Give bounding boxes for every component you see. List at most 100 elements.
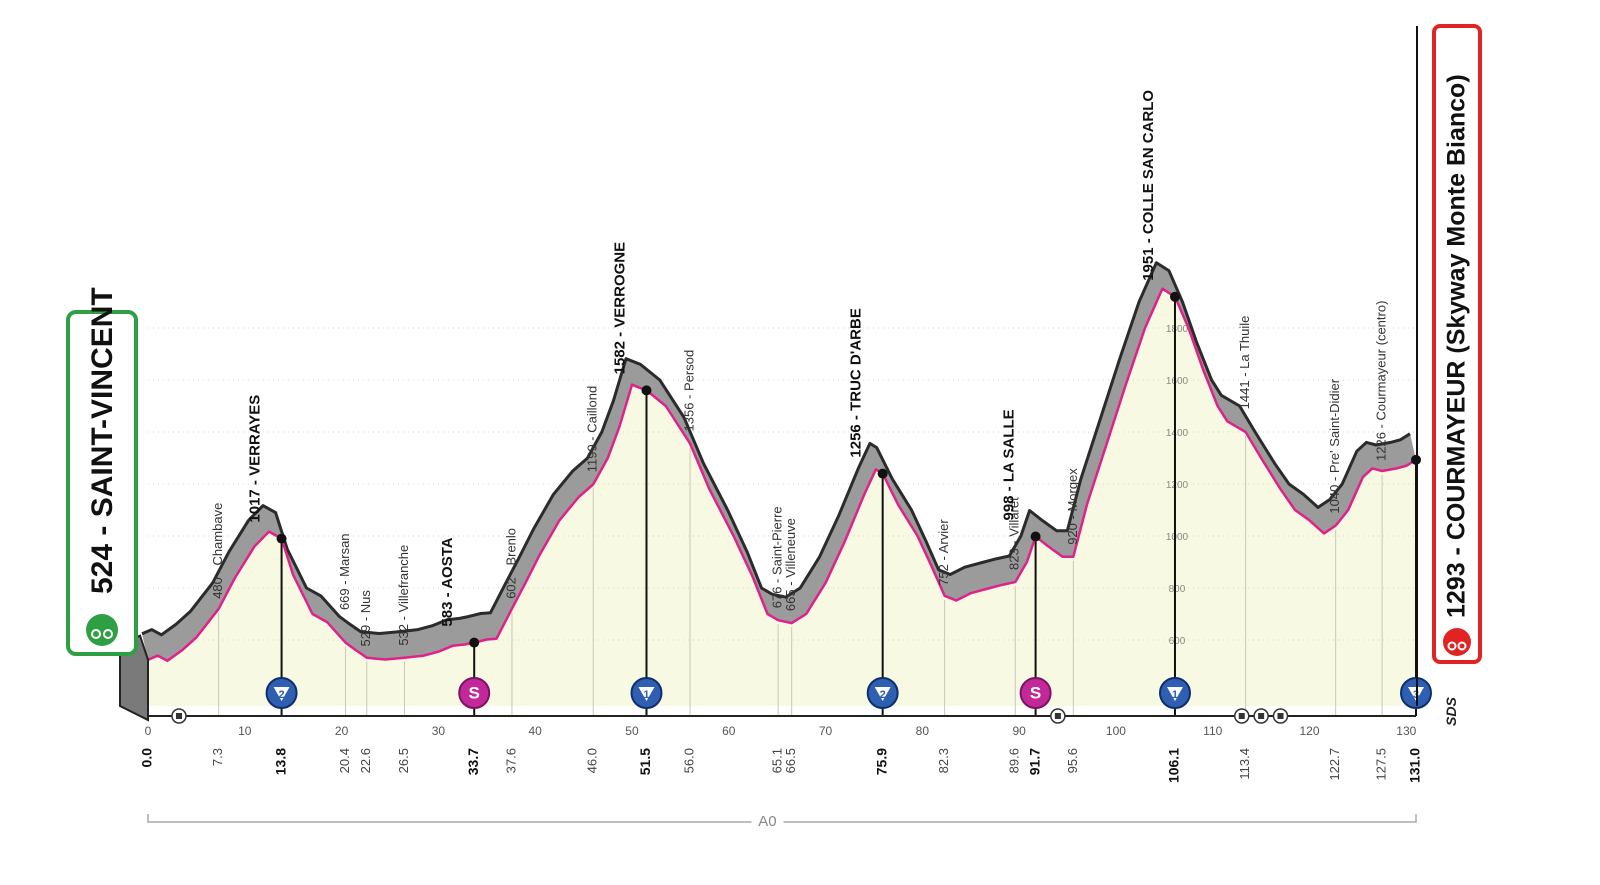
minor-place-label: 1441 - La Thuile bbox=[1237, 316, 1252, 410]
climb-markers: 2S12S13 bbox=[171, 291, 1432, 724]
km-drop-lines bbox=[218, 296, 1417, 716]
summit-dot bbox=[276, 533, 287, 544]
minor-place-label: 1040 - Pre' Saint-Didier bbox=[1327, 378, 1342, 513]
altitude-tick-label: 1800 bbox=[1166, 324, 1189, 335]
summit-dot bbox=[1169, 291, 1180, 302]
distance-tick-label: 90 bbox=[1012, 724, 1026, 738]
minor-place-label: 752 - Arvier bbox=[936, 519, 951, 586]
km-marker-label: 82.3 bbox=[936, 748, 951, 773]
minor-place-label: 823 - Villaret bbox=[1007, 497, 1022, 570]
summit-dot bbox=[1030, 531, 1041, 542]
minor-place-label: 1356 - Persod bbox=[681, 350, 696, 432]
profile-area bbox=[148, 288, 1416, 706]
distance-tick-label: 120 bbox=[1300, 724, 1320, 738]
highway-label: A0 bbox=[758, 813, 776, 830]
major-place-label: 998 - LA SALLE bbox=[1001, 409, 1018, 520]
km-marker-label: 7.3 bbox=[210, 748, 225, 766]
minor-place-label: 480 - Chambave bbox=[210, 503, 225, 599]
km-marker-label: 127.5 bbox=[1374, 748, 1389, 781]
distance-tick-label: 80 bbox=[916, 724, 930, 738]
altitude-tick-label: 1400 bbox=[1166, 428, 1189, 439]
major-place-label: 1951 - COLLE SAN CARLO bbox=[1140, 90, 1157, 281]
distance-tick-label: 130 bbox=[1396, 724, 1416, 738]
cyclist-finish-icon bbox=[1443, 628, 1471, 656]
km-marker-label: 22.6 bbox=[358, 748, 373, 773]
tunnel-icon-inner bbox=[1054, 713, 1061, 719]
tunnel-icon-inner bbox=[1277, 713, 1284, 719]
km-marker-label: 20.4 bbox=[337, 748, 352, 773]
climb-triangle-icon bbox=[638, 687, 655, 701]
distance-tick-label: 40 bbox=[528, 724, 542, 738]
km-marker-label: 89.6 bbox=[1007, 748, 1022, 773]
km-marker-label: 56.0 bbox=[681, 748, 696, 773]
minor-place-label: 532 - Villefranche bbox=[396, 545, 411, 646]
major-place-label: 1256 - TRUC D'ARBE bbox=[848, 308, 865, 457]
altitude-grid: 600 800 1000 1200 1400 1600 1800 bbox=[148, 324, 1416, 647]
km-marker-label: 26.5 bbox=[396, 748, 411, 773]
km-marker-label: 37.6 bbox=[503, 748, 518, 773]
km-marker-label: 65.1 bbox=[770, 748, 785, 773]
distance-tick-label: 50 bbox=[625, 724, 639, 738]
profile-route-line bbox=[147, 287, 1417, 663]
climb-category-number: 2 bbox=[880, 689, 886, 701]
summit-dot bbox=[641, 385, 652, 396]
minor-place-label: 676 - Saint-Pierre bbox=[770, 506, 785, 608]
tunnel-icon-inner bbox=[1258, 713, 1265, 719]
minor-place-label: 669 - Marsan bbox=[337, 533, 352, 610]
altitude-tick-label: 1000 bbox=[1166, 532, 1189, 543]
finish-flag-label: 1293 - COURMAYEUR (Skyway Monte Bianco) bbox=[1443, 74, 1471, 618]
cyclist-wheel-right bbox=[103, 629, 113, 639]
minor-place-label: 920 - Morgex bbox=[1065, 468, 1080, 545]
profile-ridge-line bbox=[141, 261, 1411, 637]
start-finish-flags: SDS 524 - SAINT-VINCENT 1293 - COURMAYEUR … bbox=[66, 24, 1482, 726]
tunnel-icon-inner bbox=[1238, 713, 1245, 719]
summit-dot bbox=[877, 468, 888, 479]
distance-tick-label: 0 bbox=[145, 724, 152, 738]
distance-tick-label: 10 bbox=[238, 724, 252, 738]
start-flag-box bbox=[66, 310, 138, 656]
profile-fill bbox=[148, 288, 1416, 706]
altitude-tick-label: 1200 bbox=[1166, 480, 1189, 491]
summit-dot bbox=[469, 637, 480, 648]
distance-tick-label: 110 bbox=[1203, 724, 1222, 738]
climb-category-number: 2 bbox=[279, 689, 285, 701]
finish-flag-box bbox=[1432, 24, 1482, 664]
altitude-tick-label: 800 bbox=[1169, 584, 1186, 595]
km-marker-label-bold: 106.1 bbox=[1166, 748, 1182, 783]
km-marker-label: 122.7 bbox=[1327, 748, 1342, 781]
sprint-badge bbox=[458, 677, 491, 709]
climb-category-number: 1 bbox=[1172, 689, 1178, 701]
distance-tick-label: 70 bbox=[819, 724, 833, 738]
minor-place-label: 602 - Brenlo bbox=[503, 528, 518, 599]
highway-label-bg bbox=[751, 812, 784, 830]
km-marker-label-bold: 75.9 bbox=[873, 748, 889, 775]
km-marker-label-bold: 13.8 bbox=[272, 748, 288, 775]
km-marker-label-bold: 33.7 bbox=[465, 748, 481, 775]
cyclist-finish-wheel-left bbox=[1447, 641, 1457, 651]
major-place-label: 1582 - VERROGNE bbox=[611, 242, 628, 375]
brand-label: SDS bbox=[1443, 697, 1459, 726]
sprint-letter: S bbox=[469, 683, 480, 702]
start-flag-label: 524 - SAINT-VINCENT bbox=[86, 287, 119, 594]
km-marker-label-bold: 131.0 bbox=[1407, 748, 1423, 783]
tunnel-icon-inner bbox=[175, 713, 182, 719]
km-marker-label-bold: 51.5 bbox=[637, 748, 653, 775]
climb-category-number: 1 bbox=[643, 689, 649, 701]
minor-place-label: 529 - Nus bbox=[358, 590, 373, 647]
major-place-label: 583 - AOSTA bbox=[439, 537, 456, 626]
minor-place-label: 1226 - Courmayeur (centro) bbox=[1374, 301, 1389, 461]
climb-triangle-icon bbox=[273, 687, 290, 701]
start-km-label: 0.0 bbox=[139, 748, 155, 768]
place-labels: 480 - Chambave 669 - Marsan 529 - Nus 532 -… bbox=[210, 90, 1388, 647]
altitude-tick-label: 600 bbox=[1169, 636, 1186, 647]
altitude-tick-label: 1600 bbox=[1166, 376, 1189, 387]
distance-tick-label: 60 bbox=[722, 724, 736, 738]
profile-line-group bbox=[119, 261, 1417, 722]
cyclist-finish-wheel-right bbox=[1457, 641, 1467, 651]
sprint-badge bbox=[1019, 677, 1052, 709]
sprint-letter: S bbox=[1030, 683, 1041, 702]
climb-triangle-icon bbox=[874, 687, 891, 701]
distance-tick-label: 30 bbox=[432, 724, 446, 738]
